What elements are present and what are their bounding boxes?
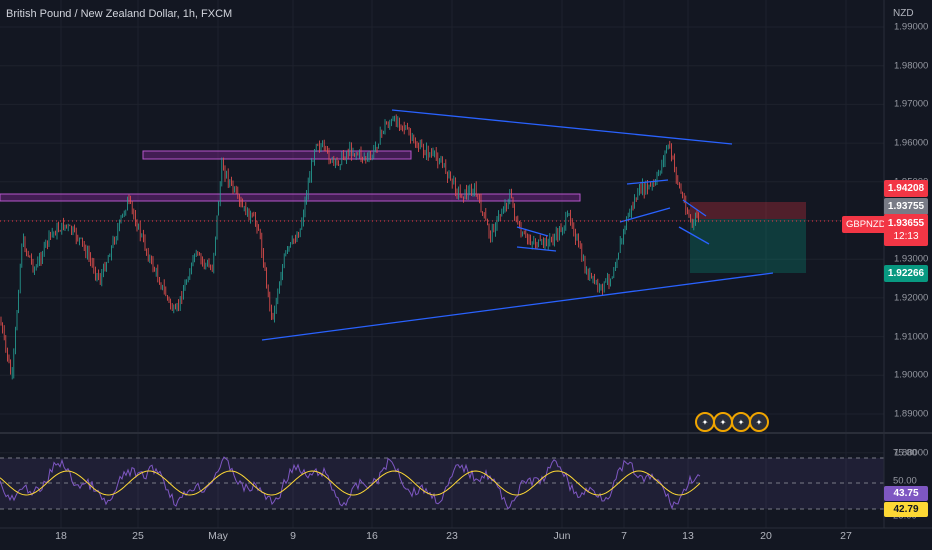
price-tick-label: 1.98000 <box>894 60 929 72</box>
price-tick-label: 1.89000 <box>894 408 929 420</box>
price-tick-label: 1.92000 <box>894 292 929 304</box>
economic-events[interactable]: ✦ ✦ ✦ ✦ <box>695 412 769 432</box>
rsi-tick-50: 50.00 <box>893 475 917 487</box>
flag-icon-gb[interactable]: ✦ <box>695 412 715 432</box>
price-tick-label: 1.88000 <box>894 447 929 459</box>
flag-line-2[interactable] <box>619 207 671 223</box>
time-tick-label: 16 <box>366 530 378 542</box>
price-tick-label: 1.96000 <box>894 137 929 149</box>
rsi-ma-line <box>0 470 701 496</box>
time-tick-label: 20 <box>760 530 772 542</box>
rsi-value-tag: 43.75 <box>884 486 928 501</box>
upper-trendline[interactable] <box>391 109 733 145</box>
currency-label: NZD <box>893 8 914 19</box>
rsi-ma-tag: 42.79 <box>884 502 928 517</box>
flag-icon-nz[interactable]: ✦ <box>713 412 733 432</box>
price-tick-label: 1.90000 <box>894 369 929 381</box>
take-profit-tag: 1.92266 <box>884 265 928 282</box>
flag-line-1[interactable] <box>626 179 669 185</box>
entry-price-tag: 1.93755 <box>884 198 928 215</box>
time-tick-label: 25 <box>132 530 144 542</box>
price-tick-label: 1.91000 <box>894 331 929 343</box>
time-tick-label: 18 <box>55 530 67 542</box>
lower-trendline[interactable] <box>261 272 774 341</box>
price-tick-label: 1.99000 <box>894 21 929 33</box>
price-tick-label: 1.93000 <box>894 253 929 265</box>
wedge-line-2[interactable] <box>678 226 710 245</box>
time-tick-label: May <box>208 530 228 542</box>
candlesticks <box>0 114 699 380</box>
time-tick-label: 7 <box>621 530 627 542</box>
time-tick-label: 27 <box>840 530 852 542</box>
support-zone[interactable] <box>0 193 581 202</box>
chart-grid <box>0 0 884 528</box>
flag-icon-gb[interactable]: ✦ <box>731 412 751 432</box>
price-tick-label: 1.97000 <box>894 98 929 110</box>
stop-loss-zone[interactable] <box>690 202 806 219</box>
bar-countdown: 12:13 <box>893 231 919 242</box>
symbol-title[interactable]: British Pound / New Zealand Dollar, 1h, … <box>6 8 233 20</box>
time-tick-label: Jun <box>553 530 571 542</box>
take-profit-zone[interactable] <box>690 219 806 273</box>
time-tick-label: 9 <box>290 530 296 542</box>
time-tick-label: 13 <box>682 530 694 542</box>
rsi-tick-75: 75.00 <box>893 447 917 459</box>
symbol-tag: GBPNZD <box>842 216 890 233</box>
wedge-line-1[interactable] <box>682 199 707 217</box>
stop-loss-tag: 1.94208 <box>884 180 928 197</box>
time-tick-label: 23 <box>446 530 458 542</box>
current-price-tag: 1.93655 12:13 <box>884 214 928 246</box>
flag-icon-nz[interactable]: ✦ <box>749 412 769 432</box>
resistance-zone[interactable] <box>142 150 412 160</box>
channel-line-1[interactable] <box>516 226 549 237</box>
current-price-value: 1.93655 <box>887 218 925 229</box>
channel-line-2[interactable] <box>516 246 557 252</box>
rsi-line <box>0 456 701 510</box>
